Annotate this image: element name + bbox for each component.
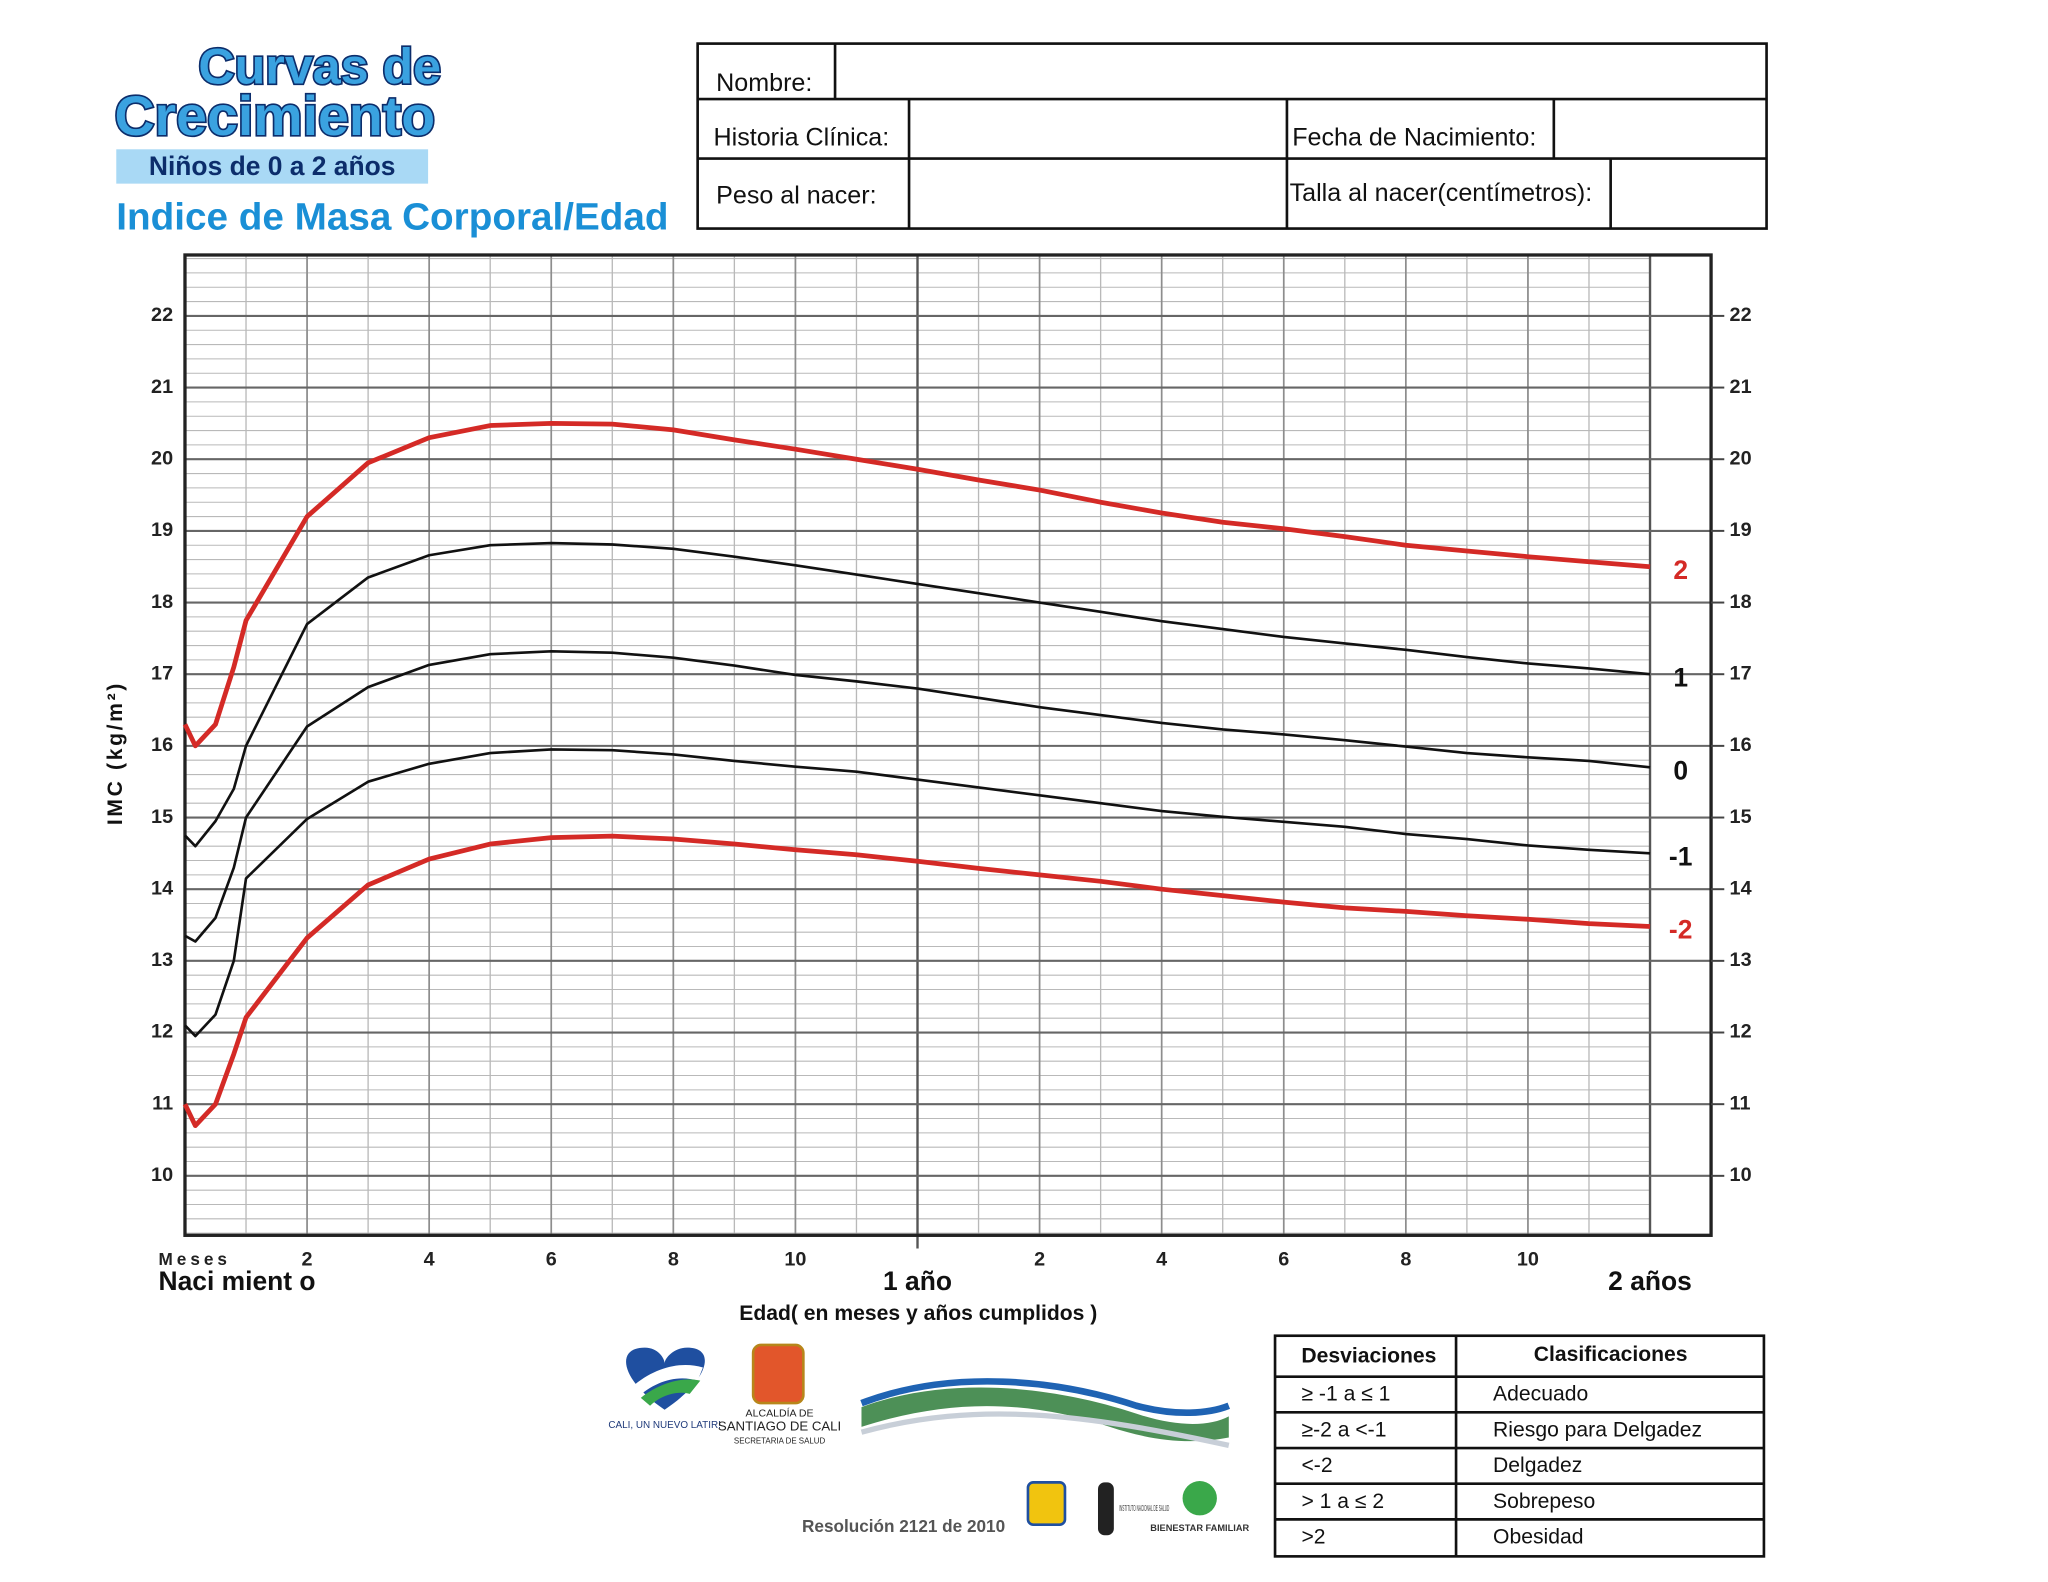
x-tick-label: 4 bbox=[1156, 1249, 1167, 1271]
y-tick-label: 18 bbox=[151, 591, 173, 613]
year-tick-label: Naci mient o bbox=[159, 1266, 316, 1296]
table-header: Clasificaciones bbox=[1534, 1343, 1688, 1366]
series-label: 0 bbox=[1673, 756, 1688, 786]
indicator-title: Indice de Masa Corporal/Edad bbox=[116, 195, 668, 238]
wave-logo bbox=[860, 1411, 1230, 1448]
y2-tick-label: 15 bbox=[1730, 806, 1752, 828]
year-tick-label: 2 años bbox=[1608, 1266, 1692, 1296]
y2-tick-label: 13 bbox=[1730, 949, 1752, 971]
ins-logo bbox=[1097, 1482, 1114, 1536]
table-border bbox=[1273, 1334, 1766, 1558]
city: SANTIAGO DE CALI bbox=[718, 1418, 841, 1433]
table-cell: Obesidad bbox=[1493, 1525, 1583, 1548]
y-tick-label: 10 bbox=[151, 1164, 173, 1186]
table-cell: Adecuado bbox=[1493, 1383, 1588, 1406]
x-tick-label: 2 bbox=[302, 1249, 313, 1271]
age-band bbox=[116, 149, 429, 184]
form-label: Nombre: bbox=[716, 69, 812, 97]
y2-tick-label: 14 bbox=[1730, 877, 1752, 899]
table-cell: ≥-2 a <-1 bbox=[1301, 1418, 1386, 1441]
x-tick-label: 6 bbox=[546, 1249, 557, 1271]
y2-tick-label: 19 bbox=[1730, 519, 1752, 541]
series-line bbox=[184, 649, 1651, 943]
series-label: -2 bbox=[1669, 915, 1692, 945]
table-cell: Sobrepeso bbox=[1493, 1490, 1595, 1513]
y-tick-label: 19 bbox=[151, 519, 173, 541]
y-tick-label: 15 bbox=[151, 806, 173, 828]
series-line bbox=[182, 421, 1651, 749]
heart-stripe bbox=[640, 1379, 701, 1406]
patient-form: Nombre: Historia Clínica: Fecha de Nacim… bbox=[696, 42, 1768, 230]
plot: 1011121314151617181920212210111213141516… bbox=[104, 253, 1752, 1325]
series-line bbox=[184, 748, 1651, 1038]
table-header: Desviaciones bbox=[1301, 1344, 1436, 1367]
x-tick-label: 10 bbox=[1517, 1249, 1539, 1271]
x-tick-label: 2 bbox=[1034, 1249, 1045, 1271]
form-border bbox=[696, 42, 1768, 230]
y-tick-label: 21 bbox=[151, 376, 173, 398]
table-cell: > 1 a ≤ 2 bbox=[1301, 1490, 1384, 1513]
x-tick-label: 6 bbox=[1278, 1249, 1289, 1271]
resolution: Resolución 2121 de 2010 bbox=[802, 1516, 1005, 1536]
x-unit-label: Meses bbox=[159, 1249, 231, 1269]
y-tick-label: 16 bbox=[151, 734, 173, 756]
icbf-text: BIENESTAR FAMILIAR bbox=[1150, 1523, 1249, 1533]
y-tick-label: 14 bbox=[151, 877, 173, 899]
table-cell: Delgadez bbox=[1493, 1454, 1582, 1477]
x-tick-label: 4 bbox=[424, 1249, 435, 1271]
icbf-logo bbox=[1182, 1481, 1217, 1516]
x-axis-label: Edad( en meses y años cumplidos ) bbox=[739, 1302, 1097, 1325]
table-cell: >2 bbox=[1301, 1525, 1325, 1548]
secretaria: SECRETARIA DE SALUD bbox=[734, 1437, 826, 1446]
form-label: Fecha de Nacimiento: bbox=[1292, 123, 1536, 151]
y2-tick-label: 10 bbox=[1730, 1164, 1752, 1186]
form-label: Peso al nacer: bbox=[716, 181, 876, 209]
form-label: Historia Clínica: bbox=[713, 123, 889, 151]
table-cell: Riesgo para Delgadez bbox=[1493, 1418, 1702, 1441]
x-tick-label: 8 bbox=[668, 1249, 679, 1271]
ins-text: INSTITUTO NACIONAL DE SALUD bbox=[1119, 1504, 1169, 1513]
logo-line1: Curvas de bbox=[198, 38, 441, 94]
table-cell: ≥ -1 a ≤ 1 bbox=[1301, 1383, 1390, 1406]
year-tick-label: 1 año bbox=[883, 1266, 952, 1296]
y-tick-label: 12 bbox=[151, 1021, 173, 1043]
y2-tick-label: 12 bbox=[1730, 1021, 1752, 1043]
y2-tick-label: 17 bbox=[1730, 662, 1752, 684]
y2-tick-label: 21 bbox=[1730, 376, 1752, 398]
y2-tick-label: 18 bbox=[1730, 591, 1752, 613]
y-tick-label: 17 bbox=[151, 662, 173, 684]
x-tick-label: 8 bbox=[1400, 1249, 1411, 1271]
classification-table: Desviaciones Clasificaciones ≥ -1 a ≤ 1 … bbox=[1273, 1334, 1766, 1558]
y2-tick-label: 11 bbox=[1730, 1092, 1751, 1114]
y2-tick-label: 22 bbox=[1730, 304, 1752, 326]
series-label: 1 bbox=[1673, 662, 1688, 692]
series-line bbox=[184, 541, 1651, 848]
y-axis-label: IMC (kg/m²) bbox=[104, 681, 127, 825]
cali-slogan: CALI, UN NUEVO LATIR! bbox=[608, 1420, 720, 1431]
y-tick-label: 11 bbox=[152, 1092, 173, 1114]
coat-of-arms bbox=[1026, 1481, 1067, 1526]
footer-logos: CALI, UN NUEVO LATIR! ALCALDÍA DE SANTIA… bbox=[608, 1343, 1249, 1536]
y-tick-label: 13 bbox=[151, 949, 173, 971]
wave-logo bbox=[860, 1378, 1231, 1416]
logo-line2: Crecimiento bbox=[114, 85, 435, 147]
form-label: Talla al nacer(centímetros): bbox=[1290, 179, 1593, 207]
y2-tick-label: 20 bbox=[1730, 447, 1752, 469]
shield-logo bbox=[751, 1343, 805, 1405]
age-range: Niños de 0 a 2 años bbox=[149, 151, 396, 181]
series-label: 2 bbox=[1673, 555, 1688, 585]
heart-stripe bbox=[631, 1364, 703, 1398]
y-tick-label: 20 bbox=[151, 447, 173, 469]
series-line bbox=[182, 833, 1651, 1129]
x-tick-label: 10 bbox=[784, 1249, 806, 1271]
header: Curvas de Crecimiento Niños de 0 a 2 año… bbox=[113, 37, 669, 239]
table-cell: <-2 bbox=[1301, 1454, 1332, 1477]
series-label: -1 bbox=[1669, 842, 1692, 872]
alcaldia: ALCALDÍA DE bbox=[746, 1406, 814, 1419]
y-tick-label: 22 bbox=[151, 304, 173, 326]
y2-tick-label: 16 bbox=[1730, 734, 1752, 756]
